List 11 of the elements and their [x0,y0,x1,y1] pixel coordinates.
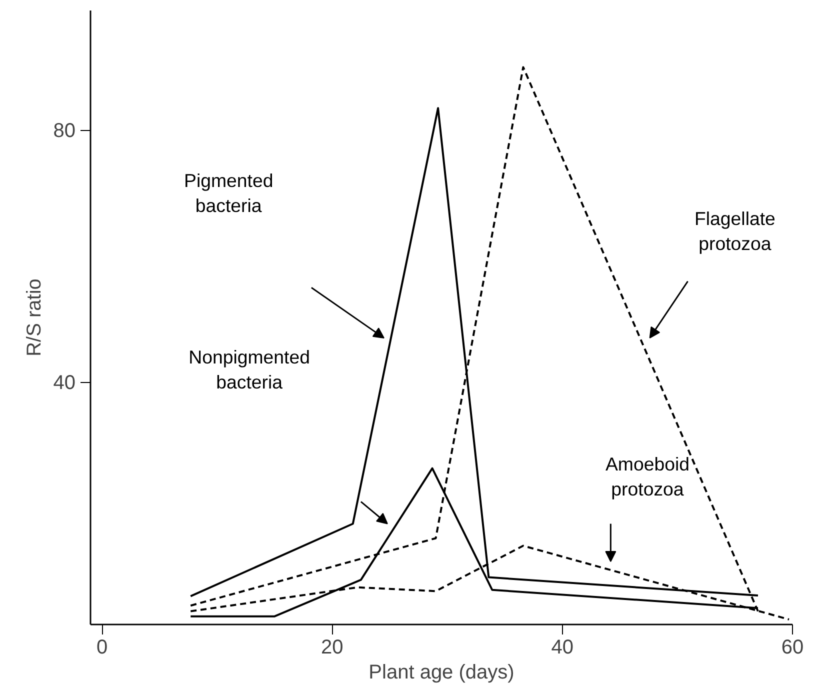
x-tick-label: 40 [551,636,574,658]
x-tick-label: 20 [321,636,344,658]
annotation: Pigmented bacteria [184,170,274,216]
annotation: Flagellate protozoa [694,208,776,254]
x-tick-label: 60 [781,636,804,658]
x-axis-title: Plant age (days) [368,662,514,684]
y-axis-title: R/S ratio [23,278,46,356]
annotation: Nonpigmented bacteria [188,346,310,393]
x-tick-label: 0 [96,636,108,658]
y-tick-label: 80 [53,120,76,142]
annotation: Amoeboid protozoa [605,453,690,500]
